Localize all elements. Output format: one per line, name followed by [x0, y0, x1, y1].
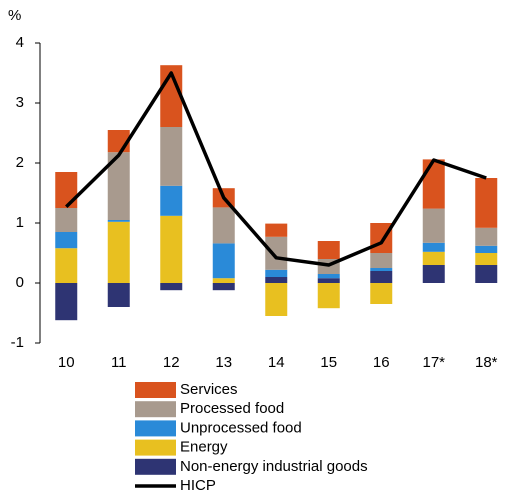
bar-segment — [265, 223, 288, 237]
legend-swatch — [135, 382, 176, 398]
bar-segment — [422, 159, 445, 209]
legend-swatch — [135, 401, 176, 418]
line-series — [65, 71, 487, 267]
bar-segment — [55, 208, 78, 232]
bar-segment — [107, 283, 130, 307]
bar-segment — [160, 185, 183, 216]
bar-segment — [212, 243, 235, 279]
legend-label: HICP — [180, 477, 216, 494]
bar-segment — [265, 283, 288, 316]
x-tick-label: 13 — [215, 354, 232, 371]
bar-segment — [265, 277, 288, 283]
legend-label: Non-energy industrial goods — [180, 458, 368, 475]
legend-label: Unprocessed food — [180, 419, 302, 436]
x-tick-label: 15 — [320, 354, 337, 371]
bar-segment — [422, 265, 445, 283]
bar-segment — [212, 278, 235, 283]
bar-segment — [55, 172, 78, 208]
legend-swatch — [135, 458, 176, 475]
bar-segment — [265, 236, 288, 270]
bar-segment — [370, 283, 393, 304]
x-tick-label: 18* — [475, 354, 498, 371]
bar-segment — [212, 207, 235, 244]
bar-segment — [107, 221, 130, 283]
x-tick-label: 10 — [58, 354, 75, 371]
legend-label: Processed food — [180, 400, 284, 417]
bar-segment — [317, 241, 340, 259]
y-tick-label: 1 — [16, 214, 24, 231]
bar-segment — [475, 245, 498, 253]
bar-segment — [55, 248, 78, 283]
y-tick-label: 0 — [16, 274, 24, 291]
y-tick-label: -1 — [11, 334, 24, 351]
bar-segment — [317, 278, 340, 283]
x-tick-label: 16 — [373, 354, 390, 371]
bar-segment — [370, 271, 393, 283]
bar-segment — [370, 268, 393, 271]
bar-segment — [55, 283, 78, 321]
bar-segment — [55, 232, 78, 249]
bar-segment — [212, 283, 235, 291]
bar-segment — [107, 220, 130, 222]
legend-swatch — [135, 439, 176, 456]
bar-segment — [475, 178, 498, 228]
x-tick-label: 17* — [422, 354, 445, 371]
bar-segment — [265, 269, 288, 277]
bar-segment — [475, 253, 498, 265]
y-axis-label: % — [8, 7, 21, 24]
bar-segment — [422, 208, 445, 243]
legend-label: Energy — [180, 439, 228, 456]
bar-segment — [475, 227, 498, 246]
y-tick-label: 4 — [16, 34, 24, 51]
bar-segment — [317, 283, 340, 309]
y-tick-label: 3 — [16, 94, 24, 111]
bar-segment — [422, 242, 445, 252]
bar-segment — [160, 215, 183, 283]
bar-segment — [160, 127, 183, 186]
bar-segment — [317, 274, 340, 279]
legend-label: Services — [180, 381, 238, 398]
bar-segment — [160, 283, 183, 291]
bar-segment — [422, 251, 445, 265]
x-tick-label: 12 — [163, 354, 180, 371]
legend-swatch — [135, 420, 176, 437]
bar-segment — [370, 253, 393, 268]
x-tick-label: 11 — [111, 354, 127, 371]
y-tick-label: 2 — [16, 154, 24, 171]
x-tick-label: 14 — [268, 354, 285, 371]
bar-segment — [475, 265, 498, 283]
bar-segment — [107, 152, 130, 220]
